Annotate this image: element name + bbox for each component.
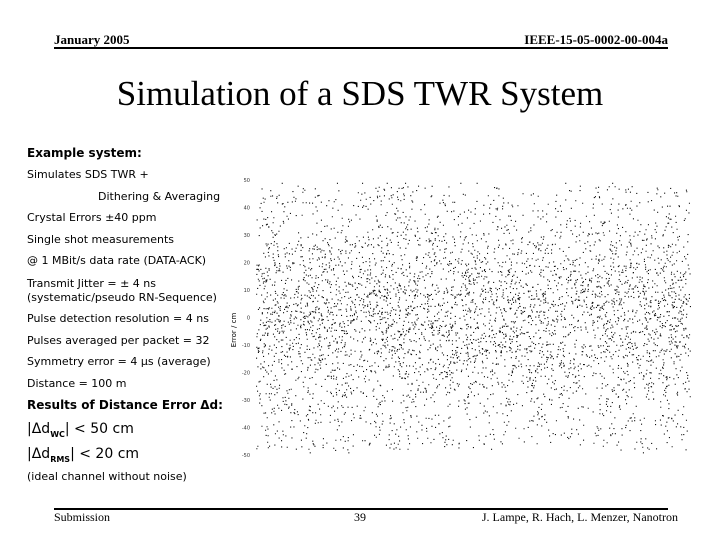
y-tick-label: -30	[242, 398, 250, 404]
header-rule	[54, 47, 668, 49]
text-data-rate: @ 1 MBit/s data rate (DATA-ACK)	[27, 254, 207, 267]
result-worst-case: |ΔdWC| < 50 cm	[27, 421, 134, 439]
header-date: January 2005	[54, 32, 130, 47]
text-jitter-1: Transmit Jitter = ± 4 ns	[27, 277, 156, 290]
text-ideal-channel: (ideal channel without noise)	[27, 470, 187, 483]
y-tick-label: 50	[244, 178, 250, 184]
text-distance: Distance = 100 m	[27, 377, 127, 390]
footer-authors: J. Lampe, R. Hach, L. Menzer, Nanotron	[481, 510, 678, 524]
results-heading: Results of Distance Error Δd:	[27, 398, 223, 412]
page-title: Simulation of a SDS TWR System	[116, 74, 604, 113]
y-tick-label: 30	[244, 233, 250, 239]
y-tick-label: 0	[247, 316, 250, 322]
footer-rule	[54, 508, 668, 510]
text-simulates: Simulates SDS TWR +	[27, 168, 149, 181]
text-dithering: Dithering & Averaging	[98, 190, 221, 203]
text-pulse-resolution: Pulse detection resolution = 4 ns	[27, 312, 209, 325]
text-single-shot: Single shot measurements	[27, 233, 175, 246]
y-tick-label: 20	[244, 261, 250, 267]
text-pulses-averaged: Pulses averaged per packet = 32	[27, 334, 210, 347]
header-doc-id: IEEE-15-05-0002-00-004a	[524, 32, 668, 47]
y-tick-label: 10	[244, 288, 250, 294]
y-axis-label: Error / cm	[230, 313, 238, 348]
text-crystal: Crystal Errors ±40 ppm	[27, 211, 157, 224]
footer-page-number: 39	[354, 510, 366, 524]
y-tick-label: -10	[242, 343, 250, 349]
y-tick-label: -40	[242, 426, 250, 432]
text-jitter-2: (systematic/pseudo RN-Sequence)	[27, 291, 217, 304]
y-tick-label: 40	[244, 206, 250, 212]
y-axis-ticks: 50 40 30 20 10 0 -10 -20 -30 -40 -50	[242, 178, 250, 459]
text-symmetry: Symmetry error = 4 µs (average)	[27, 355, 211, 368]
y-tick-label: -20	[242, 371, 250, 377]
plot-area	[254, 180, 692, 455]
example-heading: Example system:	[27, 146, 142, 160]
footer-submission: Submission	[54, 510, 111, 524]
distance-error-scatter-plot: 50 40 30 20 10 0 -10 -20 -30 -40 -50 Error / cm	[230, 178, 692, 459]
result-rms: |ΔdRMS| < 20 cm	[27, 446, 140, 464]
y-tick-label: -50	[242, 453, 250, 459]
